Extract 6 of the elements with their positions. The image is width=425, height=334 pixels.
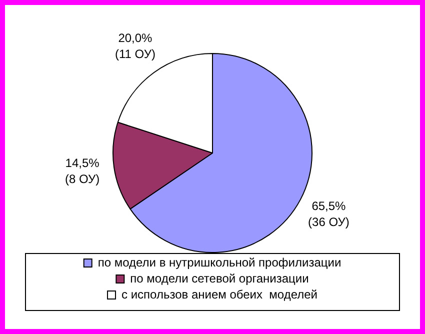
data-label: 20,0% (11 ОУ)	[114, 30, 156, 61]
legend-label: по модели в нутришкольной профилизации	[98, 255, 342, 270]
data-label: 14,5% (8 ОУ)	[64, 156, 100, 186]
legend-label: по модели сетевой организации	[130, 271, 309, 286]
data-label: 65,5% (36 ОУ)	[308, 198, 350, 229]
legend-label: с использов анием обеих моделей	[122, 287, 318, 302]
